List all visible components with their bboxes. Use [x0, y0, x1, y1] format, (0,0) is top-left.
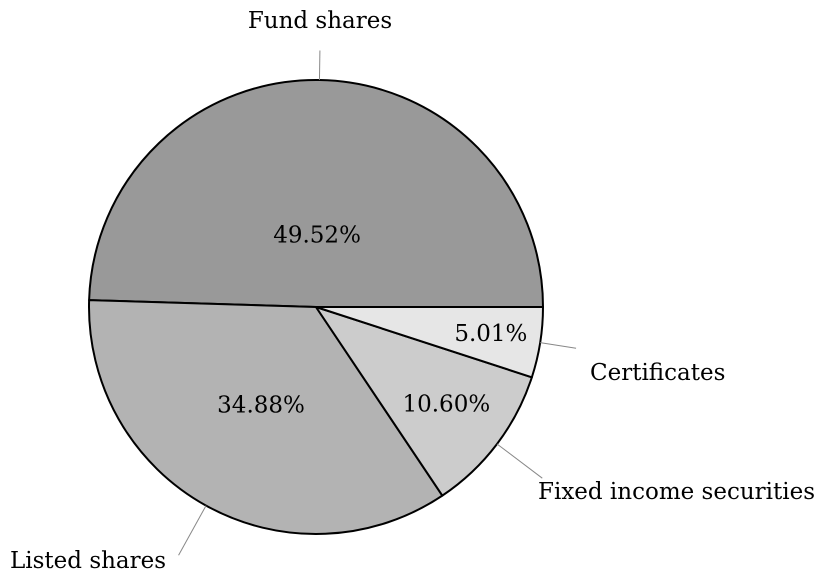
slice-category-label: Certificates	[590, 360, 725, 386]
slice-value-label: 49.52%	[273, 223, 361, 249]
leader-line	[540, 342, 577, 349]
slice-category-label: Listed shares	[10, 548, 166, 574]
slice-value-label: 5.01%	[454, 321, 527, 347]
slice-category-label: Fund shares	[248, 8, 392, 34]
leader-line	[496, 443, 543, 479]
pie-slice	[88, 79, 544, 308]
slice-value-label: 10.60%	[402, 392, 490, 418]
slice-category-label: Fixed income securities	[538, 479, 815, 505]
pie-slice	[88, 299, 444, 535]
slice-value-label: 34.88%	[217, 392, 305, 418]
leader-line	[178, 505, 207, 556]
pie-slice	[315, 306, 533, 497]
